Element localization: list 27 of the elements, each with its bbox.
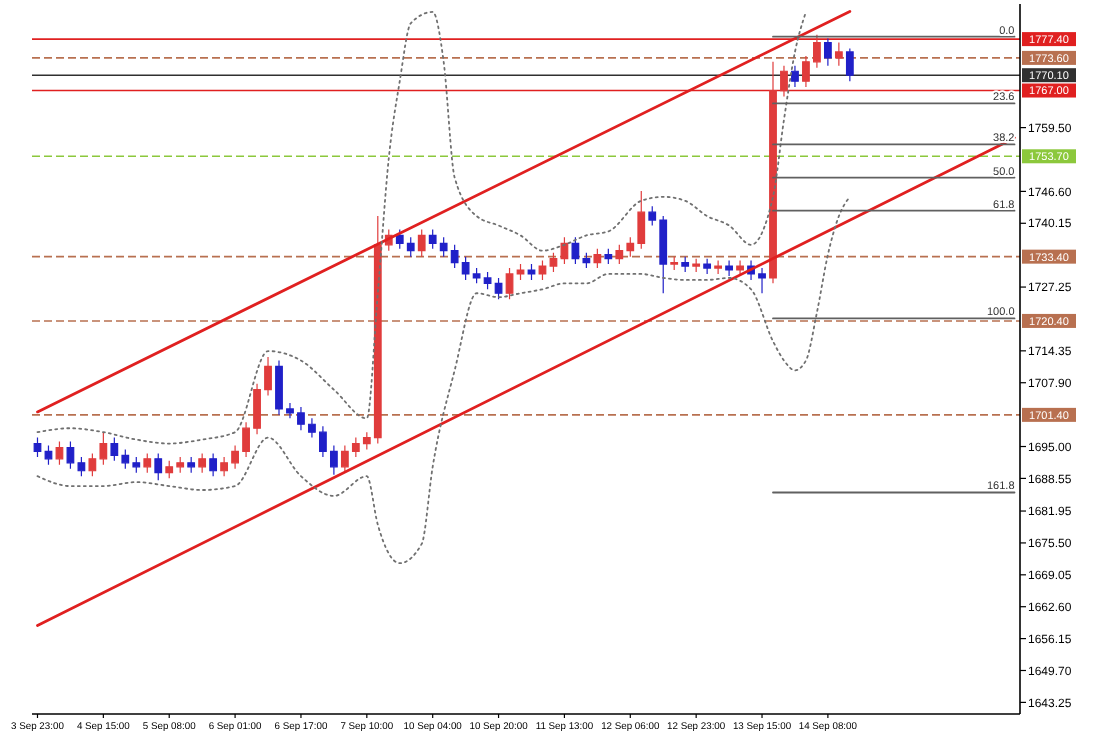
candlestick [187,456,196,474]
candlestick [714,260,722,275]
candlestick [33,437,42,458]
candlestick [845,47,854,82]
candlestick [791,65,799,88]
candlestick [198,452,207,474]
candlestick [593,248,602,269]
candlestick [834,41,843,67]
candlestick [154,452,163,481]
candlestick [681,256,690,273]
candlestick [209,452,218,477]
candlestick [143,452,152,474]
candlestick [55,440,64,466]
candlestick [417,228,426,258]
candlestick [725,260,733,277]
line-series [36,195,851,565]
candlestick [538,260,547,281]
candlestick [505,267,514,300]
candlestick [604,248,613,265]
candlestick [44,444,53,466]
candlestick [692,258,701,273]
candlestick [670,256,679,271]
candlestick [527,263,536,281]
candlestick [516,263,525,281]
candlestick [824,38,832,67]
candlestick [703,258,712,275]
candlestick [736,260,744,277]
